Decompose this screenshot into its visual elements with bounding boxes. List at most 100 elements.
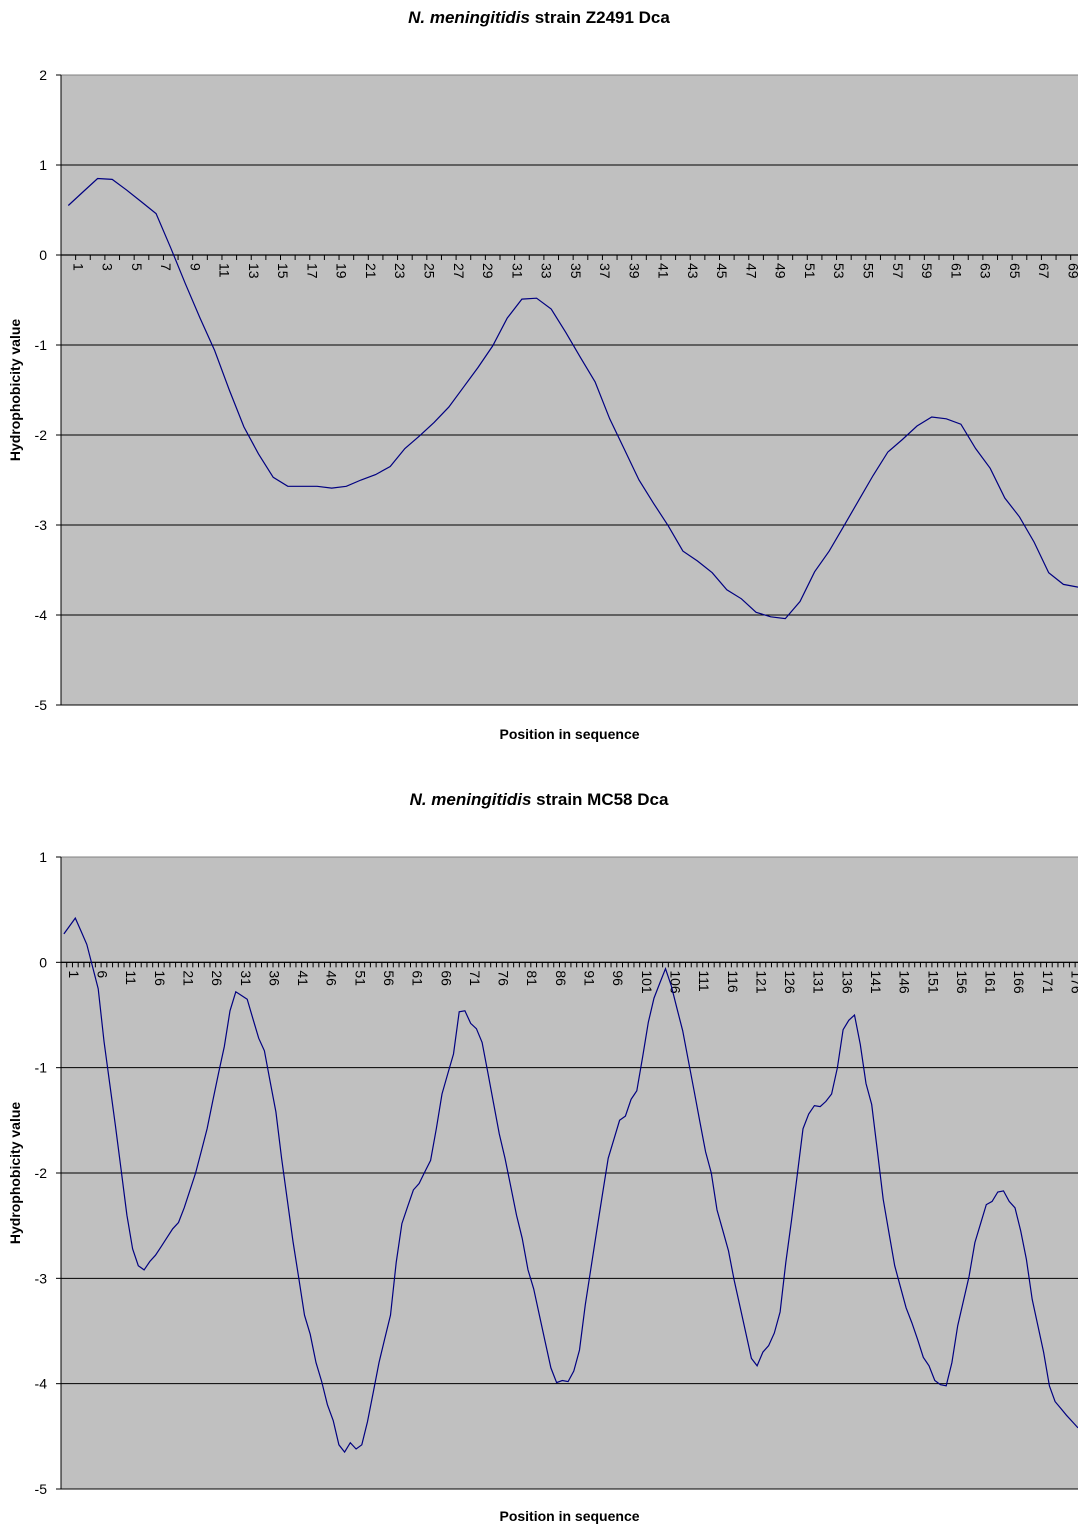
x-tick-label: 56	[381, 970, 397, 986]
y-tick-label: -5	[35, 697, 48, 713]
x-tick-label: 16	[152, 970, 168, 986]
x-tick-label: 91	[582, 970, 598, 986]
x-tick-label: 161	[983, 970, 999, 994]
y-tick-label: -4	[35, 607, 48, 623]
chart-2-title-rest: strain MC58 Dca	[531, 790, 669, 809]
y-tick-label: -4	[35, 1376, 48, 1392]
x-tick-label: 5	[129, 263, 145, 271]
y-tick-label: -1	[35, 337, 48, 353]
chart-1-title-rest: strain Z2491 Dca	[529, 8, 670, 27]
x-tick-label: 101	[639, 970, 655, 994]
x-tick-label: 43	[685, 263, 701, 279]
x-tick-label: 46	[324, 970, 340, 986]
x-tick-label: 53	[831, 263, 847, 279]
chart-1-title: N. meningitidis strain Z2491 Dca	[0, 8, 1078, 28]
x-tick-label: 121	[753, 970, 769, 994]
x-tick-label: 61	[410, 970, 426, 986]
x-tick-label: 3	[100, 263, 116, 271]
x-tick-label: 11	[217, 263, 233, 278]
y-tick-label: -2	[35, 1165, 48, 1181]
x-tick-label: 57	[890, 263, 906, 279]
x-tick-label: 116	[725, 970, 741, 993]
x-tick-label: 96	[610, 970, 626, 986]
x-tick-label: 176	[1069, 970, 1078, 994]
x-tick-label: 61	[948, 263, 964, 279]
x-tick-label: 29	[480, 263, 496, 279]
x-tick-label: 36	[266, 970, 282, 986]
y-tick-label: -1	[35, 1060, 48, 1076]
chart-1-svg: 210-1-2-3-4-51 3 5 7 9 11 13 15 17 19 21 23 25 27 29 31…	[7, 67, 1078, 742]
x-tick-label: 27	[451, 263, 467, 279]
x-tick-label: 17	[304, 263, 320, 279]
x-tick-label: 51	[352, 970, 368, 986]
x-tick-label: 25	[422, 263, 438, 279]
x-axis-label: Position in sequence	[499, 1508, 639, 1524]
x-tick-label: 13	[246, 263, 262, 279]
x-tick-label: 19	[334, 263, 350, 279]
x-tick-label: 41	[656, 263, 672, 279]
x-tick-label: 21	[363, 263, 379, 279]
x-tick-label: 37	[597, 263, 613, 279]
x-tick-label: 15	[275, 263, 291, 279]
x-tick-label: 26	[209, 970, 225, 986]
x-tick-label: 33	[539, 263, 555, 279]
x-tick-label: 71	[467, 970, 483, 986]
x-tick-label: 66	[438, 970, 454, 986]
y-tick-label: -2	[35, 427, 48, 443]
x-tick-label: 69	[1065, 263, 1078, 279]
chart-1-title-italic: N. meningitidis	[408, 8, 530, 27]
x-tick-label: 7	[158, 263, 174, 271]
x-tick-label: 35	[568, 263, 584, 279]
y-tick-label: 0	[39, 247, 47, 263]
x-tick-label: 146	[897, 970, 913, 994]
y-axis-label: Hydrophobicity value	[7, 1102, 23, 1245]
x-tick-label: 9	[187, 263, 203, 271]
x-axis-label: Position in sequence	[499, 726, 639, 742]
x-tick-label: 141	[868, 970, 884, 994]
x-tick-label: 86	[553, 970, 569, 986]
chart-2-svg: 10-1-2-3-4-51 6 11 16 21 26 31 36 41 46 51 56 61 66 71…	[7, 849, 1078, 1524]
x-tick-label: 171	[1040, 970, 1056, 994]
x-tick-label: 59	[919, 263, 935, 279]
series-line	[63, 916, 1078, 1454]
x-tick-label: 21	[180, 970, 196, 986]
chart-2-title: N. meningitidis strain MC58 Dca	[0, 790, 1078, 810]
x-tick-label: 41	[295, 970, 311, 986]
x-tick-label: 136	[839, 970, 855, 994]
x-tick-label: 67	[1036, 263, 1052, 279]
x-tick-label: 156	[954, 970, 970, 994]
x-tick-label: 1	[70, 263, 86, 271]
x-tick-label: 63	[978, 263, 994, 279]
y-tick-label: 2	[39, 67, 47, 83]
x-tick-label: 81	[524, 970, 540, 986]
x-tick-label: 126	[782, 970, 798, 994]
x-tick-label: 45	[714, 263, 730, 279]
x-tick-label: 39	[626, 263, 642, 279]
x-tick-label: 111	[696, 970, 712, 991]
series-line	[67, 177, 1078, 620]
x-tick-label: 31	[238, 970, 254, 986]
y-tick-label: -5	[35, 1481, 48, 1497]
x-tick-label: 76	[496, 970, 512, 986]
x-tick-label: 1	[66, 970, 82, 978]
x-tick-label: 51	[802, 263, 818, 279]
x-tick-label: 55	[861, 263, 877, 279]
x-tick-label: 151	[925, 970, 941, 994]
x-tick-label: 47	[743, 263, 759, 279]
y-tick-label: 1	[39, 849, 47, 865]
chart-2-title-italic: N. meningitidis	[409, 790, 532, 809]
y-tick-label: -3	[35, 517, 48, 533]
x-tick-label: 23	[392, 263, 408, 279]
x-tick-label: 11	[123, 970, 139, 985]
y-tick-label: -3	[35, 1270, 48, 1286]
y-tick-label: 1	[39, 157, 47, 173]
x-tick-label: 6	[95, 970, 111, 978]
y-tick-label: 0	[39, 954, 47, 970]
y-axis-label: Hydrophobicity value	[7, 319, 23, 462]
x-tick-label: 65	[1007, 263, 1023, 279]
plot-area	[61, 75, 1078, 705]
x-tick-label: 49	[773, 263, 789, 279]
x-tick-label: 166	[1011, 970, 1027, 994]
x-tick-label: 131	[811, 970, 827, 994]
x-tick-label: 31	[509, 263, 525, 279]
